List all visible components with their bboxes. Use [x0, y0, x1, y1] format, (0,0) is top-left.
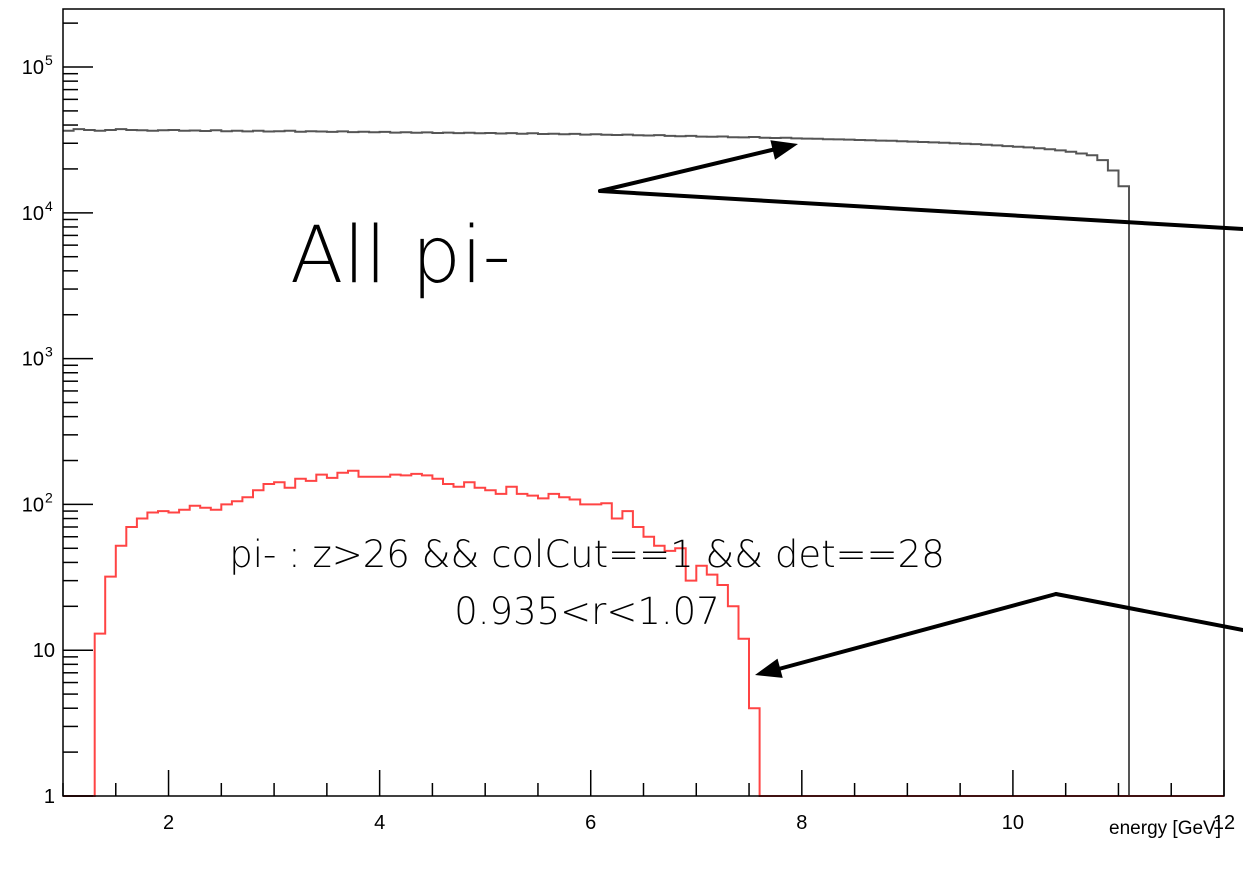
y-tick-label: 10	[22, 494, 44, 516]
x-tick-label: 12	[1213, 812, 1235, 834]
series-line-1	[63, 128, 1224, 797]
y-tick-label: 1	[44, 786, 55, 808]
y-tick-label: 10	[22, 57, 44, 79]
arrow-all-line-long	[598, 189, 1243, 231]
x-axis: 2 4 6 8 10 12	[62, 770, 1235, 834]
y-tick-exponent: 3	[45, 344, 53, 360]
arrow-cut-head	[755, 658, 783, 678]
x-axis-title: energy [GeV]	[1109, 818, 1221, 839]
x-tick-label: 4	[374, 812, 385, 834]
y-tick-label: 10	[22, 203, 44, 225]
arrow-all-head	[770, 140, 798, 160]
y-tick-exponent: 4	[45, 198, 53, 214]
annotation-cut-line1: pi- : z>26 && colCut==1 && det==28	[229, 533, 945, 576]
arrow-cut-line-short	[773, 592, 1058, 672]
arrow-layer	[598, 140, 1243, 678]
arrow-cut-line-long	[1054, 592, 1243, 632]
x-tick-label: 10	[1002, 812, 1024, 834]
y-tick-exponent: 2	[45, 489, 53, 505]
y-tick-label: 10	[22, 349, 44, 371]
annotation-all-pi: All pi-	[290, 211, 511, 301]
annotation-cut-line2: 0.935<r<1.07	[454, 590, 720, 633]
x-tick-label: 2	[163, 812, 174, 834]
x-tick-label: 6	[585, 812, 596, 834]
x-tick-label: 8	[796, 812, 807, 834]
y-tick-exponent: 5	[45, 52, 53, 68]
y-tick-label: 10	[33, 640, 55, 662]
annotation-layer: All pi- pi- : z>26 && colCut==1 && det==…	[229, 211, 945, 633]
arrow-all-line-short	[598, 146, 782, 193]
